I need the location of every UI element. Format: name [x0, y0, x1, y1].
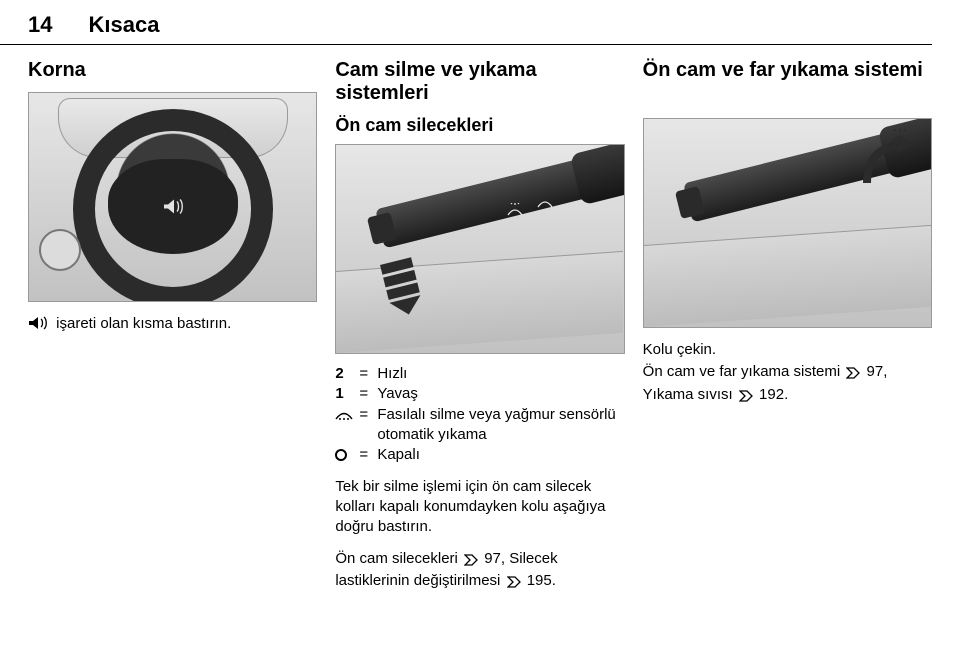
legend-val: Yavaş [377, 384, 624, 404]
ignition-slot [39, 229, 81, 271]
col-horn: Korna işareti olan kısma bastırın. [28, 59, 317, 594]
col3-line1: Kolu çekin. [643, 340, 932, 360]
dashboard [644, 225, 931, 327]
col1-caption-text: işareti olan kısma bastırın. [56, 315, 231, 332]
legend-key-off-icon [335, 445, 359, 465]
wiper-legend: 2 = Hızlı 1 = Yavaş = Fasılalı silme vey… [335, 364, 624, 465]
columns: Korna işareti olan kısma bastırın. Cam s… [0, 45, 960, 594]
interval-wipe-icon [335, 407, 353, 427]
col2-para2: Ön cam silecekleri 97, Silecek lastikler… [335, 549, 624, 595]
text: . [784, 386, 788, 403]
page-header: 14 Kısaca [0, 0, 932, 45]
washer-icon [506, 203, 524, 220]
horn-symbol-icon [28, 316, 48, 336]
reference-icon [739, 388, 753, 408]
col1-caption: işareti olan kısma bastırın. [28, 314, 317, 336]
text: Ön cam silecekleri [335, 550, 462, 567]
ref: 192 [759, 386, 784, 403]
figure-wiper-stalk-down [335, 144, 624, 354]
legend-key: 1 [335, 384, 359, 404]
washer-icon [536, 195, 554, 212]
legend-eq: = [359, 384, 377, 404]
reference-icon [464, 552, 478, 572]
section-title: Kısaca [88, 12, 159, 38]
reference-icon [507, 574, 521, 594]
legend-key: 2 [335, 364, 359, 384]
legend-row: 2 = Hızlı [335, 364, 624, 384]
legend-val: Fasılalı silme veya yağmur sensörlü otom… [377, 405, 624, 446]
ref: 195 [527, 572, 552, 589]
ref: 97 [484, 550, 501, 567]
text: . [552, 572, 556, 589]
col2-para1: Tek bir silme işlemi için ön cam silecek… [335, 477, 624, 536]
arrow-pull-icon [857, 133, 917, 193]
page-number: 14 [28, 12, 52, 38]
legend-row: 1 = Yavaş [335, 384, 624, 404]
text: Ön cam ve far yıkama sistemi [643, 363, 845, 380]
col1-title: Korna [28, 59, 317, 82]
off-circle-icon [335, 449, 347, 461]
col2-title: Cam silme ve yıkama sistemleri [335, 59, 624, 105]
reference-icon [846, 365, 860, 385]
legend-row: = Kapalı [335, 445, 624, 465]
col3-line2: Ön cam ve far yıkama sistemi 97, Yıkama … [643, 362, 932, 408]
figure-wiper-stalk-pull [643, 118, 932, 328]
legend-eq: = [359, 445, 377, 465]
figure-horn [28, 92, 317, 302]
legend-eq: = [359, 364, 377, 384]
legend-val: Hızlı [377, 364, 624, 384]
legend-key-interval-icon [335, 405, 359, 446]
legend-val: Kapalı [377, 445, 624, 465]
col2-subtitle: Ön cam silecekleri [335, 115, 624, 136]
legend-eq: = [359, 405, 377, 446]
horn-icon [162, 199, 184, 220]
col3-title: Ön cam ve far yıkama sistemi [643, 59, 932, 82]
col-wipers: Cam silme ve yıkama sistemleri Ön cam si… [335, 59, 624, 594]
wiper-stalk [375, 147, 624, 249]
legend-row: = Fasılalı silme veya yağmur sensörlü ot… [335, 405, 624, 446]
col-washer: Ön cam ve far yıkama sistemi Kolu çekin.… [643, 59, 932, 594]
ref: 97 [867, 363, 884, 380]
